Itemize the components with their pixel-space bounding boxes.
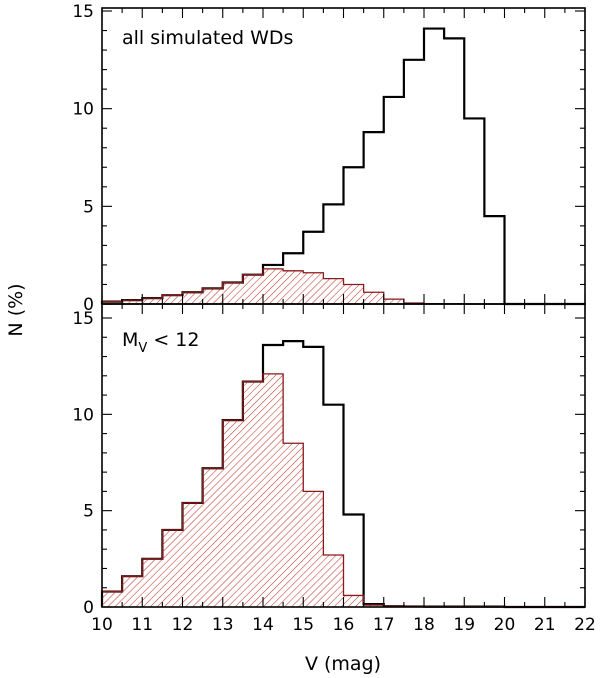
top-panel: 0 5 10 15 all simulated WDs [72,2,586,315]
y-tick-label: 0 [83,598,94,618]
x-axis-label: V (mag) [305,653,381,675]
x-tick-label: 20 [494,615,516,635]
hatched-bin [303,272,324,304]
hatched-bin [343,284,364,304]
y-tick-label: 5 [83,502,94,522]
hatched-bin [343,595,364,607]
x-tick-label: 11 [131,615,153,635]
top-panel-ticks [101,8,586,305]
y-tick-label: 5 [83,197,94,217]
y-tick-label: 15 [72,2,94,22]
x-tick-label: 10 [91,615,113,635]
bottom-panel: 0 5 10 15 MV < 12 [72,303,586,618]
hatched-bin [323,554,344,607]
top-panel-frame [101,7,586,305]
hatched-bin [363,605,384,607]
y-axis-label: N (%) [5,283,27,336]
hatched-bin [122,576,143,607]
hatched-bin [162,295,183,304]
hatched-bin [222,420,243,607]
hatched-bin [102,301,123,304]
hatched-bin [383,299,404,304]
x-tick-label: 15 [292,615,314,635]
hatched-bin [263,268,284,304]
x-tick-label: 22 [574,615,596,635]
hatched-bin [122,300,143,304]
x-tick-label: 13 [212,615,234,635]
hatched-bin [202,288,223,304]
total-step-outline [100,27,585,306]
x-tick-labels: 10 11 12 13 14 15 16 17 18 19 20 21 22 [91,615,596,635]
mv-subscript: V [138,341,147,356]
hatched-bin [102,591,123,607]
hatched-bin [263,373,284,607]
hatched-bin [182,292,203,304]
x-tick-label: 14 [252,615,274,635]
bot-panel-ticks [101,304,586,608]
top-y-tick-labels: 0 5 10 15 [72,2,94,315]
x-tick-label: 16 [333,615,355,635]
hatched-bin [202,468,223,607]
hatched-bin [142,298,163,304]
hatched-bin [242,381,263,607]
hatched-bin [242,274,263,304]
hatched-bin [323,278,344,304]
hatched-bin [162,529,183,607]
y-tick-label: 15 [72,309,94,329]
hatched-histogram-series [101,373,585,608]
x-tick-label: 19 [453,615,475,635]
hatched-bin [363,292,384,304]
y-tick-label: 0 [83,295,94,315]
y-tick-label: 10 [72,100,94,120]
top-panel-label: all simulated WDs [122,27,293,49]
bot-y-tick-labels: 0 5 10 15 [72,309,94,618]
x-tick-label: 18 [413,615,435,635]
hatched-bin [303,491,324,607]
y-tick-label: 10 [72,405,94,425]
hatched-bin [182,502,203,607]
x-tick-label: 21 [534,615,556,635]
hatched-bin [283,270,304,304]
bottom-panel-label: MV < 12 [122,329,200,356]
mv-condition: < 12 [147,329,199,351]
hatched-bin [283,443,304,607]
x-tick-label: 12 [172,615,194,635]
hatched-bin [142,558,163,607]
outline-histogram-series [100,27,585,306]
hatched-bin [222,282,243,304]
mv-symbol: M [122,329,138,351]
x-tick-label: 17 [373,615,395,635]
